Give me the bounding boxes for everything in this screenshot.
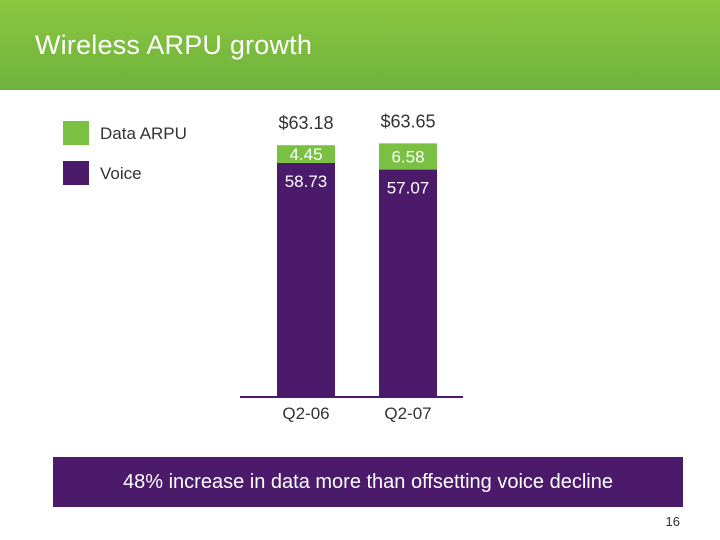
title-banner: Wireless ARPU growth [0,0,720,90]
legend-label-voice: Voice [100,164,142,183]
legend-swatch-data [63,121,89,145]
data-label-data-arpu-q2-07: 6.58 [391,147,424,166]
legend-label-data: Data ARPU [100,124,187,143]
total-label-q2-07: $63.65 [380,111,435,131]
bar-voice-q2-06 [277,162,335,397]
data-label-voice-q2-07: 57.07 [387,179,430,198]
data-label-voice-q2-06: 58.73 [285,172,328,191]
bar-data-arpu-q2-06 [277,145,335,163]
slide-title: Wireless ARPU growth [35,30,313,60]
callout-banner: 48% increase in data more than offsettin… [53,457,683,507]
category-label-q2-06: Q2-06 [282,404,329,423]
data-label-data-arpu-q2-06: 4.45 [289,145,322,164]
page-number: 16 [665,514,680,529]
callout-text: 48% increase in data more than offsettin… [123,471,613,493]
bar-data-arpu-q2-07 [379,143,437,170]
total-label-q2-06: $63.18 [278,113,333,133]
legend-swatch-voice [63,161,89,185]
category-label-q2-07: Q2-07 [384,404,431,423]
bar-voice-q2-07 [379,169,437,397]
